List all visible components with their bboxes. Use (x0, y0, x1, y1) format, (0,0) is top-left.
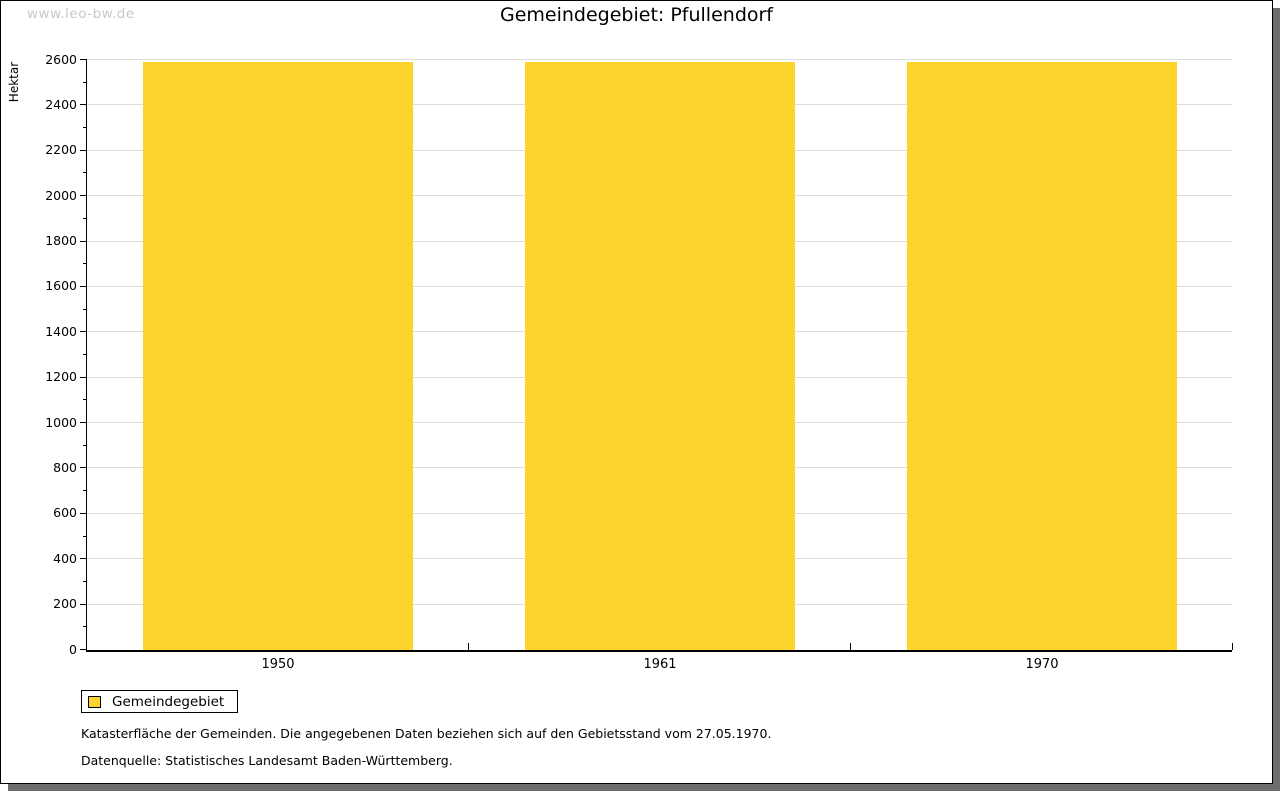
y-tick-label: 600 (53, 505, 77, 521)
y-major-tick (80, 376, 87, 378)
legend-label: Gemeindegebiet (112, 693, 225, 710)
y-tick-label: 1800 (45, 233, 77, 249)
y-minor-tick (83, 626, 87, 628)
legend-swatch-icon (88, 695, 101, 708)
y-minor-tick (83, 490, 87, 492)
y-major-tick (80, 195, 87, 197)
bar-1970 (907, 62, 1177, 650)
x-boundary-tick (850, 643, 851, 650)
x-boundary-tick (1232, 643, 1233, 650)
y-tick-label: 1000 (45, 414, 77, 430)
y-tick-label: 1400 (45, 323, 77, 339)
y-minor-tick (83, 263, 87, 265)
y-minor-tick (83, 354, 87, 355)
y-minor-tick (83, 535, 87, 537)
y-major-tick (80, 422, 87, 424)
y-major-tick (80, 603, 87, 605)
y-minor-tick (83, 81, 87, 83)
y-minor-tick (83, 308, 87, 310)
y-tick-label: 1600 (45, 278, 77, 294)
y-minor-tick (83, 217, 87, 219)
y-tick-label: 1200 (45, 369, 77, 385)
bar-1950 (143, 62, 413, 650)
y-tick-label: 0 (69, 641, 77, 657)
y-tick-label: 800 (53, 459, 77, 475)
y-major-tick (80, 649, 87, 650)
y-major-tick (80, 104, 87, 106)
y-major-tick (80, 285, 87, 287)
y-major-tick (80, 240, 87, 242)
y-tick-label: 2200 (45, 142, 77, 158)
x-tick-label-1950: 1950 (261, 657, 295, 672)
y-major-tick (80, 467, 87, 469)
y-tick-label: 2600 (45, 51, 77, 67)
y-major-tick (80, 149, 87, 151)
y-tick-label: 400 (53, 550, 77, 566)
x-boundary-tick (468, 643, 469, 650)
y-axis-title: Hektar (7, 61, 21, 103)
y-tick-label: 2000 (45, 187, 77, 203)
gridline (87, 59, 1232, 60)
y-minor-tick (83, 580, 87, 582)
x-tick-label-1970: 1970 (1025, 657, 1059, 672)
bar-1961 (525, 62, 795, 650)
y-major-tick (80, 331, 87, 333)
footnote-data-source: Datenquelle: Statistisches Landesamt Bad… (81, 753, 453, 768)
y-minor-tick (83, 172, 87, 174)
plot-area: 0 200 400 600 800 1000 1200 1400 1600 1800 2000 220… (45, 53, 1233, 672)
y-minor-tick (83, 127, 87, 129)
y-major-tick (80, 512, 87, 514)
y-tick-label: 2400 (45, 96, 77, 112)
watermark: www.leo-bw.de (27, 6, 135, 22)
footnote-source-note: Katasterfläche der Gemeinden. Die angege… (81, 726, 772, 741)
y-major-tick (80, 59, 87, 60)
y-minor-tick (83, 399, 87, 401)
x-tick-label-1961: 1961 (643, 657, 677, 672)
y-minor-tick (83, 444, 87, 446)
legend: Gemeindegebiet (81, 690, 239, 713)
y-tick-label: 200 (53, 596, 77, 612)
y-major-tick (80, 558, 87, 560)
chart-title: Gemeindegebiet: Pfullendorf (499, 4, 773, 26)
